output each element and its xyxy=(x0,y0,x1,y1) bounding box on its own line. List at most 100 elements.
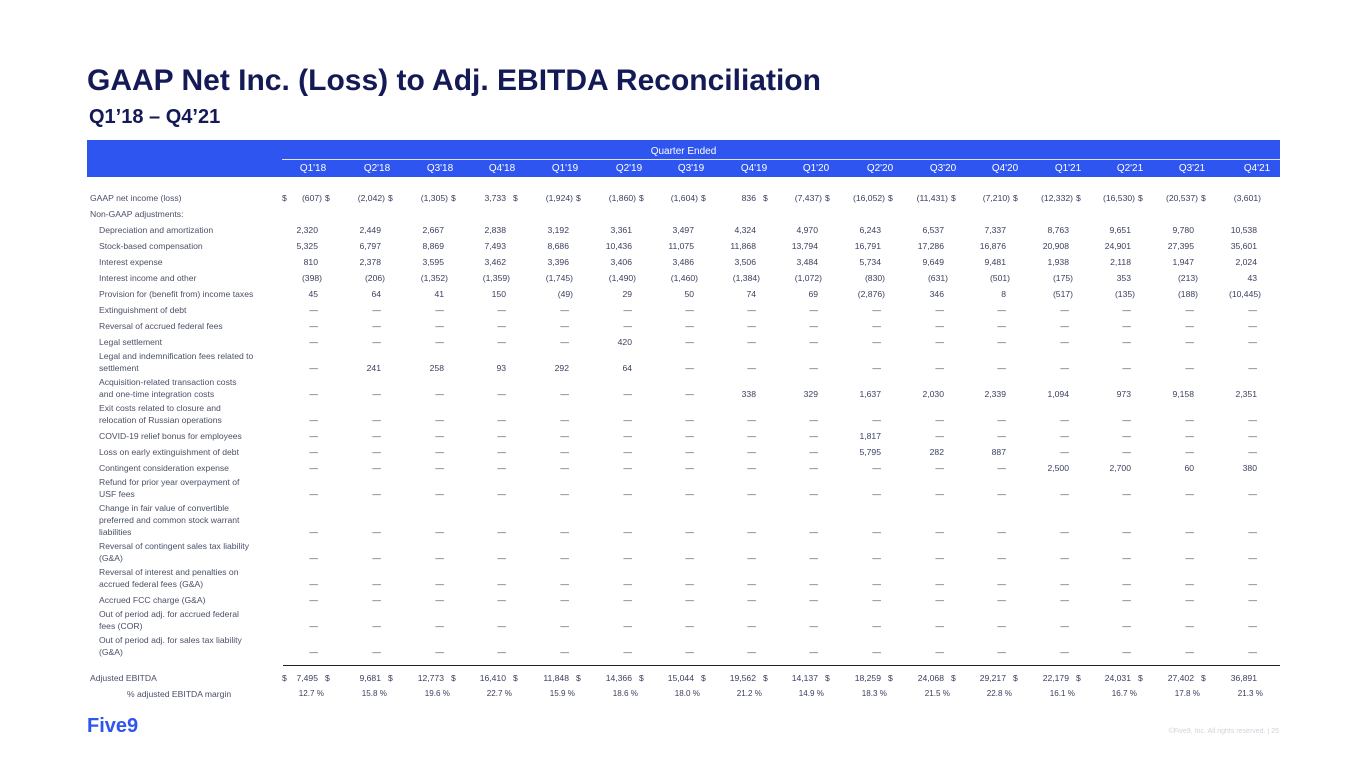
empty-cell: — xyxy=(1122,595,1131,605)
empty-cell: — xyxy=(309,337,318,347)
empty-cell: — xyxy=(1122,647,1131,657)
table-cell: 241 xyxy=(366,363,381,373)
empty-cell: — xyxy=(747,337,756,347)
margin-cell: 18.0 % xyxy=(674,689,700,698)
column-header: Q3'19 xyxy=(677,163,705,174)
column-header: Q4'19 xyxy=(740,163,768,174)
empty-cell: — xyxy=(435,431,444,441)
table-cell: (10,445) xyxy=(1228,289,1261,299)
empty-cell: — xyxy=(685,579,694,589)
row-label: Reversal of accrued federal fees xyxy=(99,321,223,331)
empty-cell: — xyxy=(623,595,632,605)
empty-cell: — xyxy=(747,447,756,457)
empty-cell: — xyxy=(372,579,381,589)
table-cell: 2,030 xyxy=(922,389,944,399)
row-label: Legal and indemnification fees related t… xyxy=(99,351,254,373)
table-cell: (1,924) xyxy=(545,193,573,203)
column-header: Q1'19 xyxy=(551,163,579,174)
table-cell: 2,118 xyxy=(1110,257,1131,267)
empty-cell: — xyxy=(1060,447,1069,457)
table-cell: 8 xyxy=(1001,289,1006,299)
empty-cell: — xyxy=(1122,415,1131,425)
empty-cell: — xyxy=(997,527,1006,537)
empty-cell: — xyxy=(1122,489,1131,499)
footer-copyright: ©Five9, Inc. All rights reserved. | 25 xyxy=(1168,728,1279,735)
table-cell: 3,484 xyxy=(796,257,818,267)
table-cell: 3,192 xyxy=(547,225,569,235)
table-cell: 4,324 xyxy=(734,225,756,235)
empty-cell: — xyxy=(1248,527,1257,537)
empty-cell: — xyxy=(1185,321,1194,331)
empty-cell: — xyxy=(372,489,381,499)
table-cell: 45 xyxy=(308,289,318,299)
empty-cell: — xyxy=(1122,337,1131,347)
empty-cell: — xyxy=(872,305,881,315)
empty-cell: — xyxy=(1248,595,1257,605)
table-cell: 2,500 xyxy=(1047,463,1069,473)
empty-cell: — xyxy=(935,321,944,331)
margin-cell: 18.3 % xyxy=(861,689,887,698)
empty-cell: — xyxy=(809,489,818,499)
table-cell: 16,791 xyxy=(854,241,881,251)
empty-cell: — xyxy=(1185,553,1194,563)
empty-cell: — xyxy=(435,305,444,315)
empty-cell: — xyxy=(997,553,1006,563)
column-header: Q2'18 xyxy=(363,163,391,174)
table-cell: (631) xyxy=(927,273,948,283)
empty-cell: — xyxy=(623,579,632,589)
row-label: Accrued FCC charge (G&A) xyxy=(99,595,206,605)
empty-cell: — xyxy=(872,337,881,347)
empty-cell: — xyxy=(997,595,1006,605)
table-cell: (20,537) xyxy=(1165,193,1198,203)
column-header: Q1'21 xyxy=(1054,163,1082,174)
currency-symbol: $ xyxy=(513,673,518,683)
empty-cell: — xyxy=(372,337,381,347)
column-header: Q1'20 xyxy=(802,163,830,174)
table-cell: 5,734 xyxy=(859,257,881,267)
empty-cell: — xyxy=(935,431,944,441)
currency-symbol: $ xyxy=(325,673,330,683)
margin-cell: 14.9 % xyxy=(798,689,824,698)
empty-cell: — xyxy=(497,389,506,399)
empty-cell: — xyxy=(309,489,318,499)
table-cell: 9,481 xyxy=(984,257,1006,267)
currency-symbol: $ xyxy=(825,673,830,683)
empty-cell: — xyxy=(935,647,944,657)
empty-cell: — xyxy=(809,321,818,331)
empty-cell: — xyxy=(435,595,444,605)
empty-cell: — xyxy=(997,489,1006,499)
empty-cell: — xyxy=(372,527,381,537)
table-cell: (175) xyxy=(1052,273,1073,283)
table-cell: 9,158 xyxy=(1172,389,1194,399)
empty-cell: — xyxy=(560,447,569,457)
currency-symbol: $ xyxy=(701,673,706,683)
currency-symbol: $ xyxy=(388,193,393,203)
empty-cell: — xyxy=(1185,415,1194,425)
empty-cell: — xyxy=(309,527,318,537)
empty-cell: — xyxy=(685,553,694,563)
empty-cell: — xyxy=(685,431,694,441)
empty-cell: — xyxy=(872,553,881,563)
empty-cell: — xyxy=(935,363,944,373)
empty-cell: — xyxy=(1060,305,1069,315)
header-divider xyxy=(282,159,1280,160)
table-cell: 15,044 xyxy=(667,673,694,683)
empty-cell: — xyxy=(372,595,381,605)
empty-cell: — xyxy=(747,579,756,589)
table-header-band: Quarter Ended Q1'18 Q2'18 Q3'18 Q4'18 Q1'19 Q… xyxy=(87,140,1280,177)
table-cell: 50 xyxy=(684,289,694,299)
empty-cell: — xyxy=(685,647,694,657)
currency-symbol: $ xyxy=(451,673,456,683)
empty-cell: — xyxy=(809,337,818,347)
table-cell: 29,217 xyxy=(979,673,1006,683)
currency-symbol: $ xyxy=(951,673,956,683)
currency-symbol: $ xyxy=(325,193,330,203)
currency-symbol: $ xyxy=(1076,193,1081,203)
currency-symbol: $ xyxy=(825,193,830,203)
empty-cell: — xyxy=(997,321,1006,331)
currency-symbol: $ xyxy=(951,193,956,203)
column-header: Q4'18 xyxy=(488,163,516,174)
table-cell: 2,667 xyxy=(422,225,444,235)
margin-cell: 21.3 % xyxy=(1237,689,1263,698)
column-header: Q3'20 xyxy=(929,163,957,174)
